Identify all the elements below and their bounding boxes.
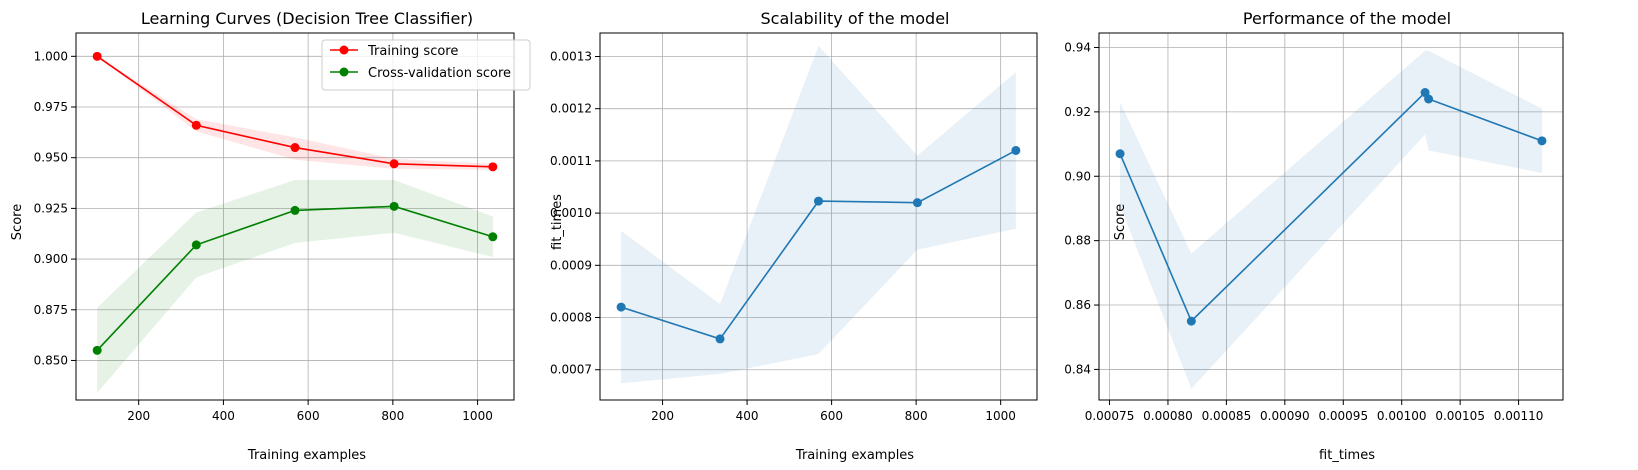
- x-tick-label: 0.00105: [1435, 409, 1485, 423]
- axes-frame: [75, 32, 515, 401]
- x-tick-label: 0.00085: [1202, 409, 1252, 423]
- y-tick-label: 0.0009: [550, 258, 592, 272]
- x-tick-label: 0.00075: [1085, 409, 1135, 423]
- legend-box: [321, 39, 531, 91]
- y-tick-label: 0.950: [34, 151, 68, 165]
- data-point: [488, 232, 498, 242]
- x-tick-label: 800: [381, 409, 404, 423]
- data-point: [290, 205, 300, 215]
- y-tick-label: 0.90: [1064, 169, 1091, 183]
- legend-label-training: Training score: [367, 44, 458, 59]
- y-tick-label: 0.0012: [550, 102, 592, 116]
- x-tick-label: 0.00090: [1260, 409, 1310, 423]
- legend: Training score Cross-validation score: [321, 39, 531, 91]
- x-ticks: 0.00075 0.00080 0.00085 0.00090 0.00095 0.001…: [1085, 400, 1544, 423]
- markers: [92, 51, 498, 355]
- y-tick-label: 0.975: [34, 100, 68, 114]
- y-axis-label: fit_times: [550, 194, 565, 250]
- markers: [1115, 88, 1547, 326]
- y-tick-label: 0.850: [34, 353, 68, 367]
- confidence-band: [621, 46, 1016, 384]
- y-tick-label: 1.000: [34, 49, 68, 63]
- bands: [621, 46, 1016, 384]
- grid: [1099, 33, 1563, 400]
- data-point: [1011, 145, 1021, 155]
- x-tick-label: 0.00080: [1143, 409, 1193, 423]
- y-tick-label: 0.925: [34, 201, 68, 215]
- x-tick-label: 800: [905, 409, 928, 423]
- data-point: [715, 334, 725, 344]
- y-tick-label: 0.900: [34, 252, 68, 266]
- x-tick-label: 0.00110: [1494, 409, 1544, 423]
- y-axis-label: Score: [10, 204, 25, 240]
- y-tick-label: 0.875: [34, 303, 68, 317]
- data-point: [912, 198, 922, 208]
- y-ticks: 0.0007 0.0008 0.0009 0.0010 0.0011 0.0012 0.00…: [550, 49, 600, 377]
- x-axis-label: Training examples: [795, 448, 914, 463]
- x-axis-label: fit_times: [1319, 448, 1375, 463]
- data-point: [814, 196, 823, 206]
- y-tick-label: 0.0007: [550, 363, 592, 377]
- y-tick-label: 0.92: [1064, 105, 1091, 119]
- legend-marker-training: [339, 45, 349, 55]
- data-point: [92, 51, 102, 61]
- axes-frame: [1098, 32, 1564, 401]
- y-tick-label: 0.86: [1064, 298, 1091, 312]
- data-point: [389, 159, 399, 169]
- x-tick-label: 600: [297, 409, 320, 423]
- x-tick-label: 1000: [462, 409, 493, 423]
- data-point: [290, 143, 300, 153]
- y-axis-label: Score: [1113, 204, 1128, 240]
- grid: [600, 33, 1037, 400]
- legend-marker-cv: [339, 67, 349, 77]
- data-point: [92, 345, 102, 355]
- y-tick-label: 0.0008: [550, 311, 592, 325]
- data-point: [1186, 316, 1196, 326]
- y-tick-label: 0.84: [1064, 362, 1091, 376]
- data-point: [616, 302, 626, 312]
- y-tick-label: 0.94: [1064, 40, 1091, 54]
- confidence-band: [1120, 50, 1542, 389]
- x-tick-label: 400: [736, 409, 759, 423]
- panel-title: Learning Curves (Decision Tree Classifie…: [141, 9, 473, 28]
- x-ticks: 200 400 600 800 1000: [127, 400, 493, 423]
- y-tick-label: 0.0013: [550, 49, 592, 63]
- data-point: [1537, 136, 1547, 146]
- x-tick-label: 1000: [985, 409, 1016, 423]
- markers: [616, 145, 1021, 344]
- axes-frame: [599, 32, 1038, 401]
- x-ticks: 200 400 600 800 1000: [651, 400, 1016, 423]
- confidence-band: [97, 180, 493, 393]
- x-tick-label: 200: [651, 409, 674, 423]
- data-point: [191, 240, 201, 250]
- data-point: [488, 162, 498, 172]
- y-tick-label: 0.0010: [550, 206, 592, 220]
- learning-curves-panel: Learning Curves (Decision Tree Classifie…: [10, 9, 531, 463]
- y-ticks: 0.84 0.86 0.88 0.90 0.92 0.94: [1064, 40, 1099, 376]
- bands: [1120, 50, 1542, 389]
- x-tick-label: 600: [820, 409, 843, 423]
- legend-label-cv: Cross-validation score: [368, 66, 511, 81]
- x-tick-label: 400: [212, 409, 235, 423]
- x-tick-label: 0.00095: [1318, 409, 1368, 423]
- performance-panel: Performance of the model 0.00075 0.00080 0…: [1064, 9, 1564, 463]
- x-tick-label: 0.00100: [1377, 409, 1427, 423]
- panel-title: Performance of the model: [1243, 9, 1451, 28]
- data-point: [1115, 149, 1125, 159]
- scalability-panel: Scalability of the model 200 400 600 800 100…: [550, 9, 1038, 463]
- data-point: [389, 201, 399, 211]
- y-tick-label: 0.88: [1064, 234, 1091, 248]
- x-tick-label: 200: [127, 409, 150, 423]
- y-tick-label: 0.0011: [550, 154, 592, 168]
- data-point: [1424, 94, 1434, 104]
- x-axis-label: Training examples: [247, 448, 366, 463]
- data-point: [191, 120, 201, 130]
- panel-title: Scalability of the model: [761, 9, 950, 28]
- y-ticks: 0.850 0.875 0.900 0.925 0.950 0.975 1.000: [34, 49, 76, 367]
